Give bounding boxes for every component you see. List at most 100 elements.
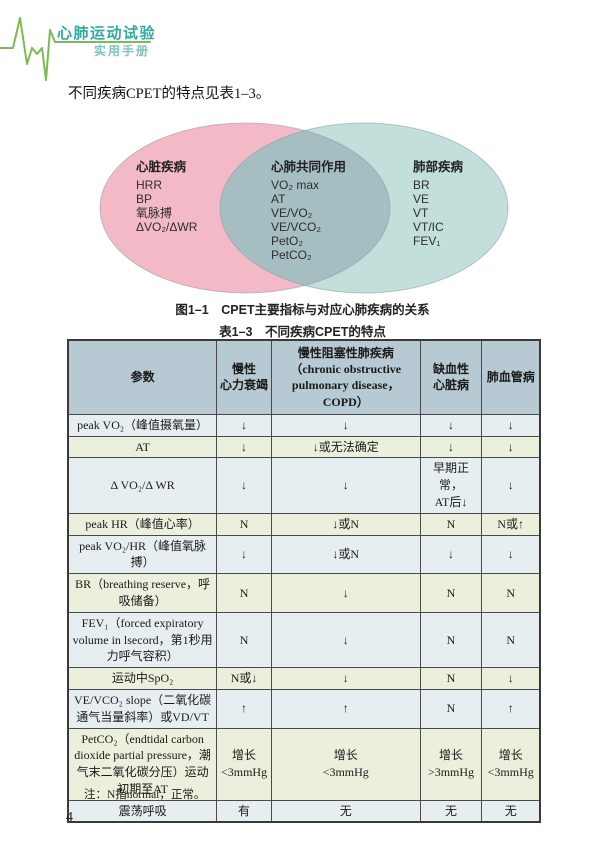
- venn-middle-item: AT: [271, 192, 286, 206]
- venn-right-item: BR: [413, 178, 430, 192]
- value-cell: ↓: [419, 413, 483, 437]
- value-cell: 增长 <3mmHg: [481, 727, 541, 801]
- value-cell: N: [419, 573, 483, 613]
- value-cell: ↓: [419, 534, 483, 575]
- value-cell: ↓: [270, 611, 421, 669]
- value-cell: ↓: [419, 435, 483, 459]
- value-cell: ↑: [481, 688, 541, 729]
- venn-left-item: ΔVO₂/ΔWR: [136, 220, 198, 234]
- value-cell: 增长 <3mmHg: [216, 727, 272, 801]
- col-header-ihd: 缺血性 心脏病: [419, 339, 483, 415]
- figure-caption: 图1–1 CPET主要指标与对应心肺疾病的关系: [175, 303, 430, 317]
- page-number: 4: [66, 810, 73, 825]
- value-cell: N: [419, 512, 483, 536]
- param-cell: BR（breathing reserve，呼吸储备）: [67, 573, 218, 613]
- brand-subtitle: 实用手册: [93, 44, 150, 58]
- venn-right-item: VT: [413, 206, 429, 220]
- venn-left-item: 氧脉搏: [136, 205, 172, 220]
- value-cell: 无: [270, 799, 421, 823]
- table-row: FEV₁（forced expiratory volume in lsecord…: [67, 611, 541, 669]
- param-cell: PetCO₂（endtidal carbon dioxide partial p…: [67, 727, 218, 801]
- value-cell: ↓或N: [270, 512, 421, 536]
- value-cell: N: [216, 512, 272, 536]
- value-cell: ↓: [481, 435, 541, 459]
- venn-overlap-lens: [220, 123, 390, 293]
- table-row: BR（breathing reserve，呼吸储备） N ↓ N N: [67, 573, 541, 613]
- value-cell: N: [481, 611, 541, 669]
- value-cell: 增长 <3mmHg: [270, 727, 421, 801]
- value-cell: ↓: [216, 413, 272, 437]
- venn-right-item: VE: [413, 192, 429, 206]
- table-header-row: 参数 慢性 心力衰竭 慢性阻塞性肺疾病 （chronic obstructive…: [67, 339, 541, 415]
- venn-middle-title: 心肺共同作用: [271, 159, 346, 174]
- value-cell: N或↓: [216, 667, 272, 690]
- venn-middle-item: VE/VO₂: [271, 206, 313, 220]
- value-cell: ↓: [481, 457, 541, 514]
- brand-title: 心肺运动试验: [57, 25, 157, 42]
- param-cell: 运动中SpO₂: [67, 667, 218, 690]
- value-cell: N或↑: [481, 512, 541, 536]
- value-cell: N: [419, 611, 483, 669]
- value-cell: ↓: [270, 667, 421, 690]
- value-cell: ↑: [270, 688, 421, 729]
- venn-left-item: HRR: [136, 178, 162, 192]
- table-row: peak VO₂（峰值摄氧量） ↓ ↓ ↓ ↓: [67, 413, 541, 437]
- value-cell: N: [419, 688, 483, 729]
- value-cell: N: [419, 667, 483, 690]
- ecg-logo-icon: [0, 17, 151, 81]
- venn-middle-item: PetO₂: [271, 234, 303, 248]
- venn-middle-item: PetCO₂: [271, 248, 312, 262]
- param-cell: Δ VO₂/Δ WR: [67, 457, 218, 514]
- value-cell: ↓: [216, 534, 272, 575]
- value-cell: ↓: [270, 573, 421, 613]
- value-cell: ↓: [481, 413, 541, 437]
- table-row: AT ↓ ↓或无法确定 ↓ ↓: [67, 435, 541, 459]
- value-cell: 无: [419, 799, 483, 823]
- value-cell: ↓: [216, 435, 272, 459]
- col-header-parameter: 参数: [67, 339, 218, 415]
- value-cell: ↓: [216, 457, 272, 514]
- param-cell: VE/VCO₂ slope（二氧化碳通气当量斜率）或VD/VT: [67, 688, 218, 729]
- cpet-characteristics-table: 参数 慢性 心力衰竭 慢性阻塞性肺疾病 （chronic obstructive…: [67, 339, 541, 824]
- venn-left-title: 心脏疾病: [136, 159, 187, 174]
- table-row: VE/VCO₂ slope（二氧化碳通气当量斜率）或VD/VT ↑ ↑ N ↑: [67, 688, 541, 729]
- table-footnote: 注：N指normal，正常。: [84, 789, 206, 801]
- value-cell: ↓: [481, 667, 541, 690]
- venn-right-title: 肺部疾病: [413, 159, 464, 174]
- value-cell: 无: [481, 799, 541, 823]
- value-cell: ↑: [216, 688, 272, 729]
- param-cell: peak HR（峰值心率）: [67, 512, 218, 536]
- param-cell: FEV₁（forced expiratory volume in lsecord…: [67, 611, 218, 669]
- param-cell: peak VO₂/HR（峰值氧脉搏）: [67, 534, 218, 575]
- col-header-copd: 慢性阻塞性肺疾病 （chronic obstructive pulmonary …: [270, 339, 421, 415]
- intro-paragraph: 不同疾病CPET的特点见表1–3。: [68, 86, 271, 102]
- venn-middle-item: VE/VCO₂: [271, 220, 321, 234]
- value-cell: ↓或无法确定: [270, 435, 421, 459]
- value-cell: N: [216, 611, 272, 669]
- value-cell: N: [481, 573, 541, 613]
- table-row: peak HR（峰值心率） N ↓或N N N或↑: [67, 512, 541, 536]
- param-cell: AT: [67, 435, 218, 459]
- value-cell: ↓: [481, 534, 541, 575]
- param-cell: peak VO₂（峰值摄氧量）: [67, 413, 218, 437]
- value-cell: ↓: [270, 457, 421, 514]
- value-cell: N: [216, 573, 272, 613]
- col-header-pvd: 肺血管病: [481, 339, 541, 415]
- value-cell: ↓: [270, 413, 421, 437]
- venn-right-item: FEV₁: [413, 234, 440, 248]
- table-row: 运动中SpO₂ N或↓ ↓ N ↓: [67, 667, 541, 690]
- table-title: 表1–3 不同疾病CPET的特点: [219, 325, 386, 339]
- table-row: Δ VO₂/Δ WR ↓ ↓ 早期正常， AT后↓ ↓: [67, 457, 541, 514]
- table-row: peak VO₂/HR（峰值氧脉搏） ↓ ↓或N ↓ ↓: [67, 534, 541, 575]
- table-row: 震荡呼吸 有 无 无 无: [67, 799, 541, 823]
- value-cell: 早期正常， AT后↓: [419, 457, 483, 514]
- col-header-chf: 慢性 心力衰竭: [216, 339, 272, 415]
- table-row: PetCO₂（endtidal carbon dioxide partial p…: [67, 727, 541, 801]
- venn-diagram: 心脏疾病 HRR BP 氧脉搏 ΔVO₂/ΔWR 心肺共同作用 VO₂ max …: [99, 122, 509, 294]
- venn-right-item: VT/IC: [413, 220, 444, 234]
- venn-left-item: BP: [136, 192, 152, 206]
- value-cell: 有: [216, 799, 272, 823]
- venn-middle-item: VO₂ max: [271, 178, 319, 192]
- value-cell: ↓或N: [270, 534, 421, 575]
